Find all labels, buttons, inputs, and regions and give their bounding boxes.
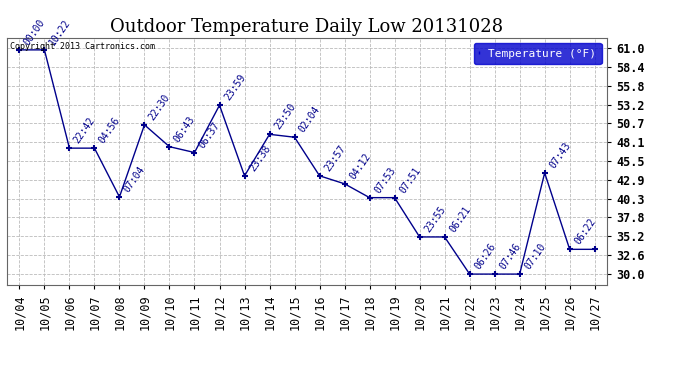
Text: 07:46: 07:46 xyxy=(497,242,522,271)
Text: 06:22: 06:22 xyxy=(573,217,598,246)
Text: 07:51: 07:51 xyxy=(397,165,422,195)
Legend: Temperature (°F): Temperature (°F) xyxy=(473,43,602,64)
Title: Outdoor Temperature Daily Low 20131028: Outdoor Temperature Daily Low 20131028 xyxy=(110,18,504,36)
Text: 00:00: 00:00 xyxy=(22,17,47,47)
Text: 23:55: 23:55 xyxy=(422,204,447,234)
Text: 23:59: 23:59 xyxy=(222,73,247,102)
Text: 10:22: 10:22 xyxy=(47,17,72,47)
Text: 06:43: 06:43 xyxy=(172,114,197,144)
Text: 23:57: 23:57 xyxy=(322,143,347,173)
Text: 06:37: 06:37 xyxy=(197,120,222,150)
Text: 07:43: 07:43 xyxy=(547,140,573,170)
Text: 23:50: 23:50 xyxy=(273,102,297,132)
Text: 06:26: 06:26 xyxy=(473,242,497,271)
Text: 07:04: 07:04 xyxy=(122,164,147,194)
Text: 04:56: 04:56 xyxy=(97,116,122,146)
Text: 06:21: 06:21 xyxy=(447,204,473,234)
Text: 02:04: 02:04 xyxy=(297,105,322,135)
Text: 23:38: 23:38 xyxy=(247,143,273,173)
Text: 07:53: 07:53 xyxy=(373,165,397,195)
Text: 22:30: 22:30 xyxy=(147,92,172,122)
Text: 04:12: 04:12 xyxy=(347,151,373,181)
Text: 07:10: 07:10 xyxy=(522,242,547,271)
Text: 22:42: 22:42 xyxy=(72,116,97,146)
Text: Copyright 2013 Cartronics.com: Copyright 2013 Cartronics.com xyxy=(10,42,155,51)
